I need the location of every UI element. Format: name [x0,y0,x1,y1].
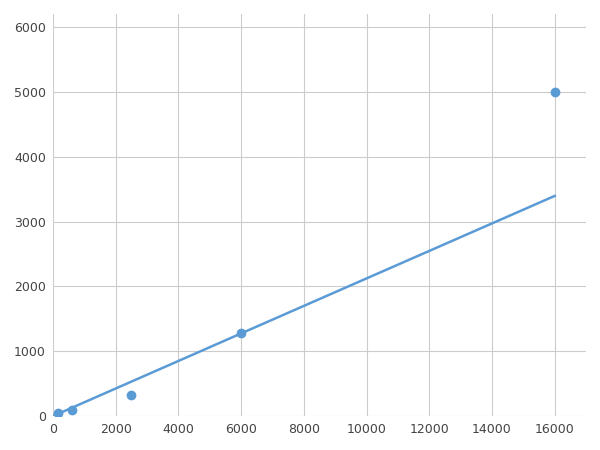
Point [550,88,560,95]
Point [236,329,246,337]
Point [68,406,77,413]
Point [127,392,136,399]
Point [53,410,62,417]
